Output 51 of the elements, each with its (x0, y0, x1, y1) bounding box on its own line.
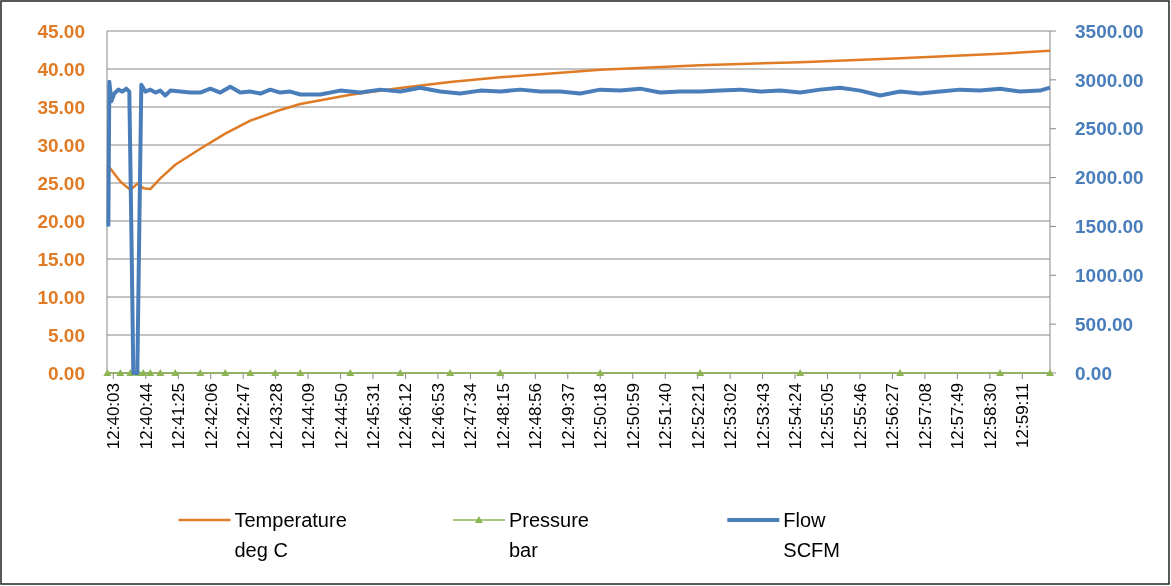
x-tick-label: 12:40:44 (136, 383, 156, 450)
x-tick-label: 12:55:46 (850, 383, 870, 450)
x-tick-label: 12:43:28 (266, 383, 286, 450)
x-tick-label: 12:42:47 (234, 383, 254, 450)
legend-label: Pressure bar (508, 509, 589, 561)
x-tick-label: 12:42:06 (201, 383, 221, 450)
y2-tick-label: 0.00 (1075, 362, 1112, 384)
x-tick-label: 12:56:27 (883, 383, 903, 450)
y-tick-label: 45.00 (37, 20, 85, 42)
x-tick-label: 12:51:40 (656, 383, 676, 450)
y-tick-label: 5.00 (48, 324, 85, 346)
x-tick-label: 12:45:31 (363, 383, 383, 450)
x-tick-label: 12:44:50 (331, 383, 351, 450)
y-tick-label: 15.00 (37, 248, 85, 270)
y2-tick-label: 2000.00 (1075, 167, 1144, 189)
x-tick-label: 12:48:15 (493, 383, 513, 450)
legend-label: Temperature deg C (234, 509, 347, 561)
x-tick-label: 12:53:02 (721, 383, 741, 450)
y2-tick-label: 1000.00 (1075, 264, 1144, 286)
y-tick-label: 20.00 (37, 210, 85, 232)
x-tick-label: 12:57:49 (948, 383, 968, 450)
line-series (106, 49, 1052, 192)
x-tick-label: 12:53:43 (753, 383, 773, 450)
y-tick-label: 30.00 (37, 134, 85, 156)
y-tick-label: 35.00 (37, 96, 85, 118)
x-tick-label: 12:58:30 (980, 383, 1000, 450)
x-tick-label: 12:55:05 (818, 383, 838, 450)
y-tick-label: 25.00 (37, 172, 85, 194)
x-tick-label: 12:49:37 (558, 383, 578, 450)
x-tick-label: 12:44:09 (299, 383, 319, 450)
y2-tick-label: 500.00 (1075, 313, 1134, 335)
x-tick-label: 12:52:21 (688, 383, 708, 450)
y-tick-label: 10.00 (37, 286, 85, 308)
x-tick-label: 12:50:59 (623, 383, 643, 450)
x-tick-label: 12:54:24 (786, 383, 806, 450)
x-tick-label: 12:57:08 (915, 383, 935, 450)
y2-tick-label: 2500.00 (1075, 118, 1144, 140)
x-tick-label: 12:47:34 (461, 383, 481, 450)
y2-tick-label: 1500.00 (1075, 216, 1144, 238)
y2-tick-label: 3000.00 (1075, 69, 1144, 91)
y-tick-label: 40.00 (37, 58, 85, 80)
x-tick-label: 12:59:11 (1013, 383, 1033, 448)
y2-tick-label: 3500.00 (1075, 20, 1144, 42)
x-tick-label: 12:40:03 (104, 383, 124, 450)
x-tick-label: 12:46:12 (396, 383, 416, 450)
x-tick-label: 12:41:25 (169, 383, 189, 450)
y-tick-label: 0.00 (48, 362, 85, 384)
x-tick-label: 12:46:53 (428, 383, 448, 450)
x-tick-label: 12:50:18 (591, 383, 611, 450)
x-tick-label: 12:48:56 (526, 383, 546, 450)
legend-label: Flow SCFM (783, 509, 840, 561)
